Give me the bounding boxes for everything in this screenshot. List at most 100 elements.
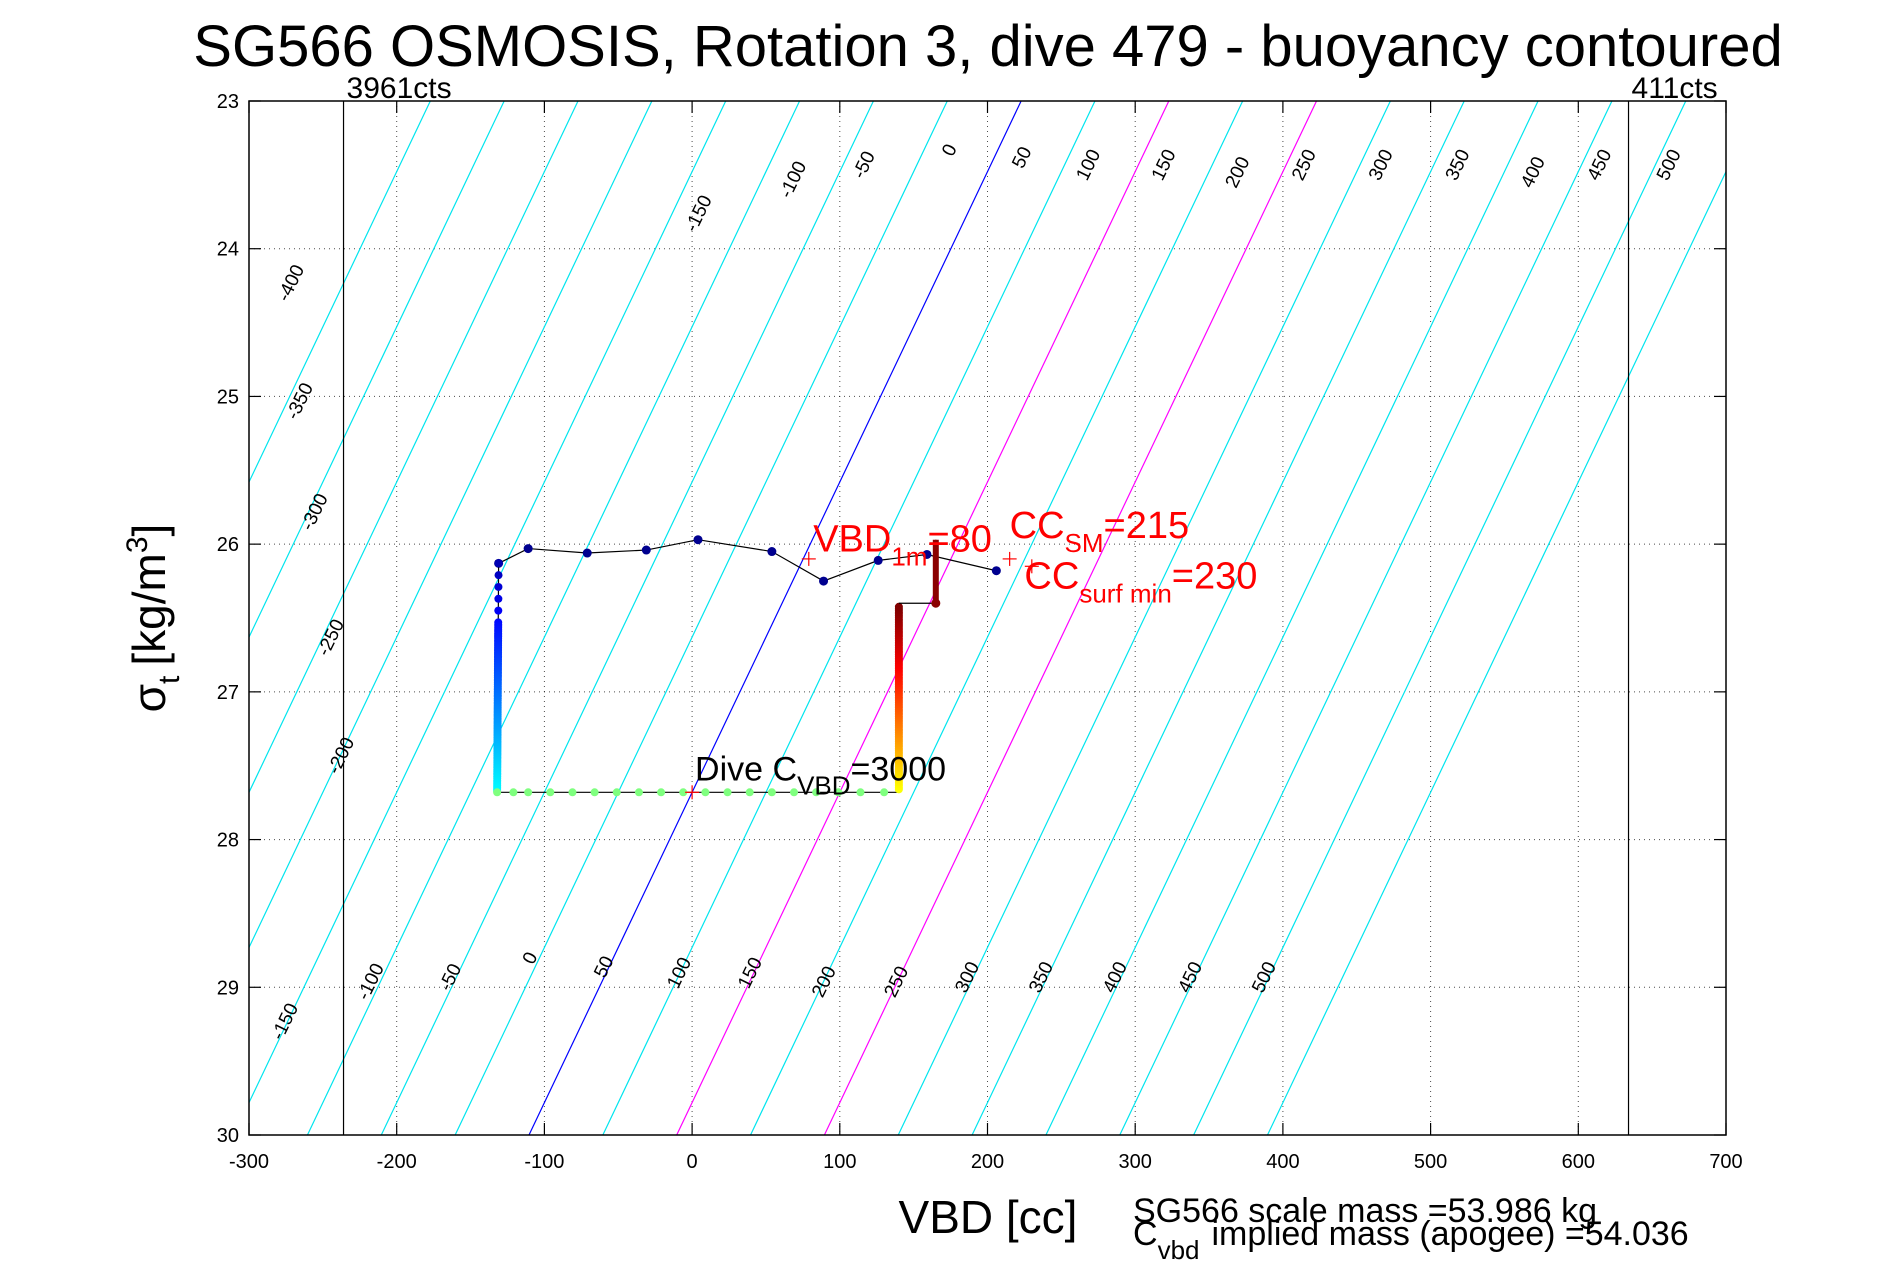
dive-point (767, 547, 777, 557)
y-label-sup: 3 (121, 536, 154, 553)
contour-label-top: 300 (1365, 146, 1398, 184)
contour-line-300 (971, 101, 1465, 1135)
contour-line-350 (1045, 101, 1539, 1135)
svg-text:σt[kg/m3]: σt [kg/m3] (121, 524, 186, 713)
y-tick-label: 28 (217, 830, 239, 852)
apogee-point (524, 788, 533, 797)
annotation-vbd-1m-sub: 1m (891, 542, 927, 572)
contour-label-top: 500 (1653, 146, 1686, 184)
y-tick-label: 27 (217, 682, 239, 704)
contour-label-left: -200 (324, 734, 360, 777)
x-tick-label: 500 (1414, 1151, 1447, 1173)
y-tick-label: 30 (217, 1125, 239, 1147)
annotation-cc-sm: CCSM=215 (1010, 505, 1189, 558)
count-limit-lines: 3961cts 411cts (342, 72, 1718, 1135)
x-tick-label: -300 (229, 1151, 269, 1173)
x-tick-label: 200 (971, 1151, 1004, 1173)
count-label: 411cts (1632, 72, 1718, 105)
contour-label-bottom: 50 (590, 953, 618, 981)
apogee-point (546, 788, 555, 797)
annotation-cc-surf-min-sub: surf min (1079, 578, 1171, 608)
contour-label-top: 450 (1584, 146, 1617, 184)
contour-line-200 (823, 101, 1318, 1135)
annotation-dive-cvbd-sub: VBD (797, 770, 850, 800)
apogee-point (612, 788, 621, 797)
x-tick-label: 300 (1119, 1151, 1152, 1173)
dive-point (819, 576, 829, 586)
contour-line--400 (249, 101, 431, 484)
climb-point (894, 602, 903, 611)
contour-label-top: 100 (1073, 146, 1106, 184)
annotation-cc-sm-value: =215 (1104, 505, 1190, 547)
x-tick-label: -200 (377, 1151, 417, 1173)
dive-line (498, 539, 997, 582)
annotation-dive-cvbd-value: =3000 (851, 750, 947, 788)
dive-series (493, 535, 1039, 800)
apogee-point (880, 788, 889, 797)
annotation-cc-sm-main: CC (1010, 505, 1065, 547)
x-axis-label: VBD [cc] (899, 1191, 1078, 1243)
y-label-close: ] (123, 524, 175, 537)
apogee-point (812, 788, 821, 797)
annotation-vbd-1m-main: VBD (813, 519, 891, 561)
descent-point (494, 594, 503, 603)
footer-cvbd-main: C (1133, 1215, 1158, 1253)
dive-point (641, 545, 651, 555)
apogee-point (568, 788, 577, 797)
annotation-vbd-1m: VBD1m=80 (813, 519, 992, 572)
contour-label-top: 0 (938, 141, 962, 160)
contour-label-top: 50 (1008, 144, 1036, 172)
contour-label-top: -100 (776, 158, 812, 201)
annotation-cc-surf-min-value: =230 (1172, 555, 1258, 597)
dive-point (523, 544, 533, 554)
contour-line-250 (897, 101, 1391, 1135)
x-tick-label: 700 (1709, 1151, 1742, 1173)
annotation-vbd-1m-value: =80 (927, 519, 991, 561)
apogee-point (634, 788, 643, 797)
contour-label-top: -50 (849, 148, 880, 182)
apogee-point (493, 788, 502, 797)
contour-label-top: 150 (1148, 146, 1181, 184)
apogee-point (834, 788, 843, 797)
x-tick-label: -100 (524, 1151, 564, 1173)
x-tick-label: 0 (687, 1151, 698, 1173)
contour-label-top: 400 (1517, 154, 1550, 192)
descent-point (494, 559, 503, 568)
y-tick-label: 26 (217, 534, 239, 556)
contour-line--350 (249, 101, 505, 639)
y-axis-label: σt [kg/m3] (121, 524, 186, 713)
apogee-point (657, 788, 666, 797)
contour-label-left: -400 (274, 262, 310, 305)
contour-label-top: 250 (1288, 146, 1321, 184)
y-tick-label: 25 (217, 386, 239, 408)
contour-line-100 (676, 101, 1170, 1135)
contour-line--250 (249, 101, 653, 949)
y-label-sigma: σ (123, 684, 175, 712)
annotation-cc-surf-min-main: CC (1024, 555, 1079, 597)
contour-line--100 (380, 101, 874, 1135)
contour-label-bottom: 200 (808, 963, 841, 1001)
y-tick-label: 29 (217, 977, 239, 999)
contour-label-left: -300 (297, 490, 333, 533)
apogee-point (790, 788, 799, 797)
contour-line--50 (454, 101, 948, 1135)
apogee-point (745, 788, 754, 797)
apogee-point (509, 788, 518, 797)
dive-point (922, 549, 932, 559)
apogee-point (679, 788, 688, 797)
apogee-point (856, 788, 865, 797)
dive-point (582, 548, 592, 558)
count-label: 3961cts (347, 72, 452, 105)
contour-label-top: -150 (681, 192, 717, 235)
apogee-point (723, 788, 732, 797)
apogee-point (701, 788, 710, 797)
contour-label-top: 350 (1442, 146, 1475, 184)
contour-label-bottom: 150 (734, 954, 767, 992)
dive-point (991, 566, 1001, 576)
contour-label-bottom: 250 (881, 963, 914, 1001)
footer-cvbd-sub: vbd (1158, 1235, 1200, 1262)
y-tick-label: 24 (217, 239, 239, 261)
dive-point (693, 535, 703, 545)
